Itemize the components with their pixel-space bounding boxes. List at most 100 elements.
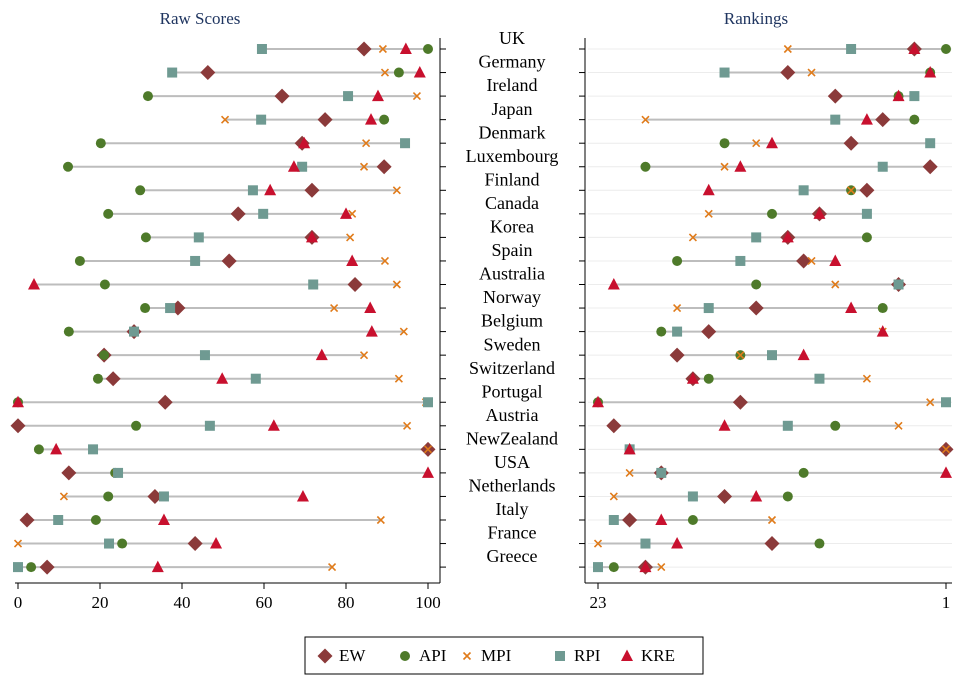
dot [701, 324, 717, 340]
dot [941, 44, 951, 54]
category-label: Canada [485, 193, 539, 213]
category-label: USA [494, 452, 530, 472]
dot [941, 397, 951, 408]
dot [365, 325, 378, 337]
dot [104, 538, 115, 549]
dot [392, 186, 401, 195]
dot [256, 44, 267, 54]
legend-label: EW [339, 646, 366, 665]
dot [274, 88, 290, 104]
dot [359, 351, 369, 360]
dot [187, 536, 203, 552]
dot [157, 394, 173, 410]
dot [413, 66, 426, 78]
dot [827, 88, 843, 104]
dot [703, 373, 714, 384]
dot [719, 138, 730, 149]
dot [221, 253, 237, 269]
dot [813, 207, 826, 219]
dot [423, 397, 433, 408]
dot [671, 537, 684, 549]
dot [718, 419, 731, 431]
dot [378, 44, 387, 54]
dot [399, 327, 408, 336]
dot [63, 326, 74, 337]
dot [608, 515, 619, 525]
category-label: Denmark [479, 122, 546, 142]
dot [59, 492, 68, 501]
dot [19, 512, 35, 528]
x-tick-label: 80 [338, 593, 355, 612]
x-tick-label: 100 [415, 593, 441, 612]
dot [422, 466, 434, 478]
dot [767, 515, 777, 525]
dot [846, 44, 857, 54]
dot [117, 538, 128, 549]
x-tick-label: 20 [92, 593, 109, 612]
dot [88, 444, 99, 455]
dot [814, 538, 825, 549]
dot [686, 372, 699, 384]
dot [925, 138, 936, 149]
legend-label: API [419, 646, 447, 665]
dot [167, 67, 178, 78]
dot [39, 559, 55, 575]
dot [593, 539, 603, 548]
dot [359, 162, 369, 171]
dot [766, 136, 778, 149]
category-label: UK [499, 28, 525, 48]
legend-marker [621, 649, 633, 661]
dot [287, 160, 300, 172]
dot [735, 255, 746, 266]
dot [140, 303, 151, 314]
dot [798, 467, 809, 478]
dot [250, 373, 261, 384]
dot [908, 42, 921, 54]
dot [607, 278, 620, 290]
dot [926, 398, 935, 407]
dot [135, 185, 146, 196]
dot [781, 230, 794, 243]
dot [53, 515, 64, 525]
category-label: Germany [479, 52, 546, 72]
category-label: Spain [491, 240, 532, 260]
dot [877, 161, 888, 172]
dot [720, 162, 729, 171]
dot [672, 326, 683, 337]
category-label: Netherlands [469, 476, 556, 496]
legend-marker [400, 651, 410, 661]
dot [807, 68, 816, 77]
dot [264, 183, 277, 196]
dot [622, 512, 638, 528]
dot [99, 350, 110, 361]
dot [687, 491, 698, 502]
category-label: Australia [479, 264, 545, 284]
dot [230, 206, 246, 222]
category-label: Italy [496, 499, 529, 519]
dot [843, 135, 859, 151]
dot [305, 230, 318, 243]
dot [640, 538, 651, 549]
dot [356, 41, 372, 57]
dot [782, 491, 793, 502]
dot [767, 350, 777, 361]
dot [412, 92, 421, 101]
category-label: Sweden [484, 334, 541, 354]
dot [308, 279, 319, 290]
dot [380, 68, 390, 77]
dot [327, 563, 337, 572]
dot [26, 562, 37, 573]
dot [924, 66, 937, 78]
dot [296, 489, 309, 502]
dot [703, 303, 714, 314]
dot [376, 515, 385, 525]
dot [92, 373, 103, 384]
panel-title: Rankings [724, 9, 788, 28]
category-label: Norway [483, 287, 541, 307]
dot [657, 563, 666, 572]
dot [764, 536, 780, 552]
dot [734, 160, 747, 172]
dot [13, 539, 23, 548]
dot [362, 139, 371, 148]
